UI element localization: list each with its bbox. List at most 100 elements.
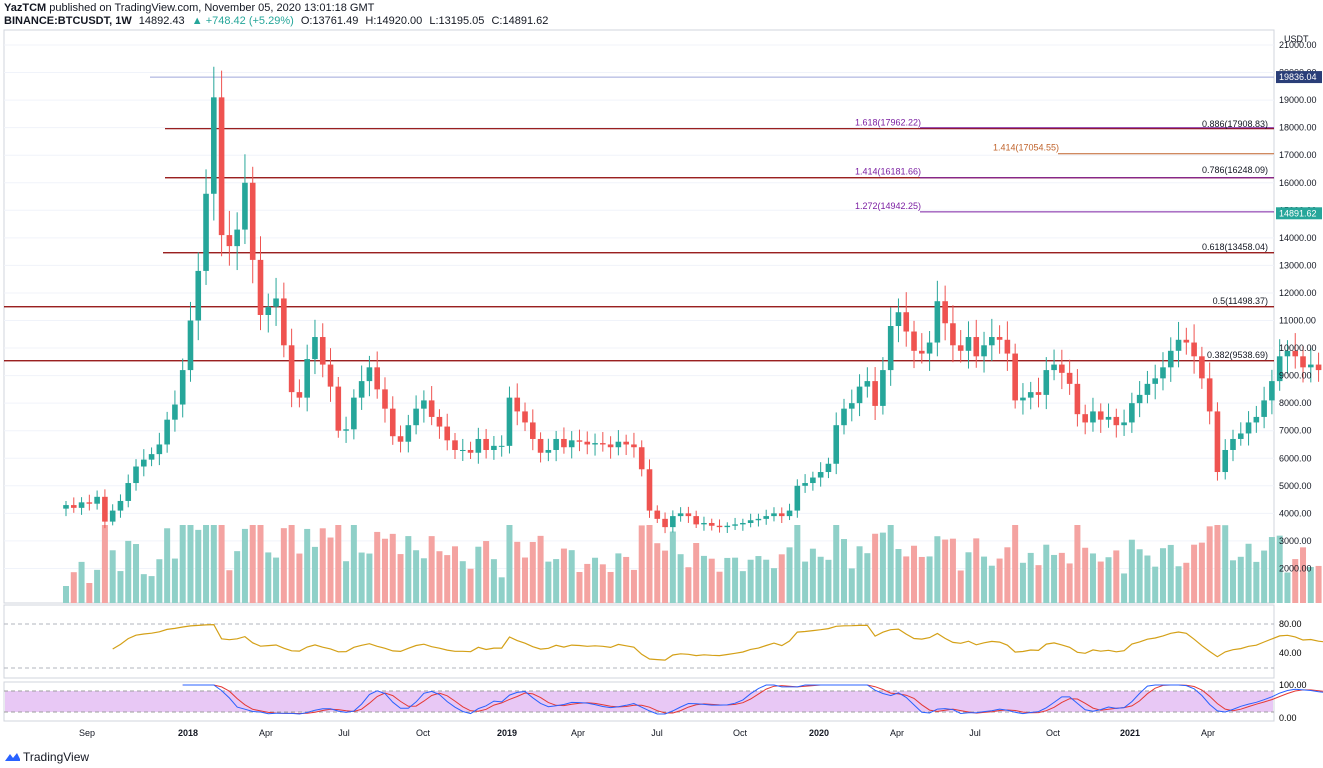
volume-bar bbox=[662, 550, 669, 603]
volume-bar bbox=[1214, 525, 1221, 603]
stoch-pane-frame bbox=[3, 681, 1275, 722]
volume-bar bbox=[895, 548, 902, 603]
y-tick-label: 17000.00 bbox=[1279, 150, 1317, 160]
volume-bar bbox=[1292, 559, 1299, 603]
volume-bar bbox=[529, 541, 536, 603]
candle bbox=[459, 449, 466, 451]
rsi-pane: 80.00 40.00 bbox=[4, 619, 1323, 669]
candle bbox=[848, 403, 855, 409]
y-tick-label: 13000.00 bbox=[1279, 260, 1317, 270]
low-value: L:13195.05 bbox=[429, 15, 485, 27]
volume-bar bbox=[343, 561, 350, 603]
volume-bar bbox=[273, 557, 280, 603]
volume-bar bbox=[1276, 535, 1283, 603]
volume-bar bbox=[599, 564, 606, 603]
y-tick-label: 11000.00 bbox=[1279, 316, 1316, 326]
price-axis: USDT21000.0020000.0019000.0018000.001700… bbox=[1276, 34, 1322, 573]
open-value: O:13761.49 bbox=[300, 15, 359, 27]
volume-bar bbox=[70, 572, 77, 603]
candle bbox=[1167, 350, 1174, 368]
volume-bar bbox=[747, 559, 754, 603]
volume-bar bbox=[86, 583, 93, 603]
candle bbox=[335, 386, 342, 431]
candle bbox=[708, 522, 715, 526]
volume-bar bbox=[848, 568, 855, 603]
candle bbox=[926, 342, 933, 354]
volume-bar bbox=[1136, 549, 1143, 603]
volume-bar bbox=[1027, 552, 1034, 603]
y-tick-label: 4000.00 bbox=[1279, 508, 1312, 518]
x-tick-label: Oct bbox=[416, 728, 431, 738]
volume-bar bbox=[560, 548, 567, 603]
candle bbox=[405, 425, 412, 442]
volume-bar bbox=[490, 559, 497, 603]
candle bbox=[242, 182, 248, 230]
candle bbox=[646, 469, 653, 511]
candle bbox=[133, 466, 139, 484]
candle bbox=[102, 496, 108, 522]
volume-bar bbox=[802, 561, 809, 603]
symbol-label[interactable]: BINANCE:BTCUSDT, 1W bbox=[4, 15, 132, 27]
volume-bar bbox=[942, 539, 949, 603]
volume-bar bbox=[319, 528, 326, 603]
candle bbox=[1129, 403, 1135, 423]
x-tick-label: Apr bbox=[1201, 728, 1215, 738]
candle bbox=[413, 408, 419, 426]
volume-bar bbox=[1167, 544, 1174, 603]
volume-bar bbox=[1066, 563, 1073, 603]
candle bbox=[1245, 422, 1252, 434]
y-tick-label: 5000.00 bbox=[1279, 481, 1312, 491]
candle bbox=[740, 522, 746, 525]
volume-bar bbox=[1315, 565, 1322, 603]
candle bbox=[973, 337, 980, 357]
volume-bar bbox=[872, 533, 879, 603]
candle bbox=[561, 438, 567, 448]
candle bbox=[397, 436, 404, 442]
candle bbox=[887, 326, 894, 371]
volume-bar bbox=[459, 561, 466, 603]
candle bbox=[685, 513, 692, 517]
volume-bar bbox=[1144, 555, 1151, 603]
volume-bar bbox=[389, 533, 396, 603]
volume-bar bbox=[498, 577, 505, 603]
candle bbox=[950, 323, 956, 346]
candle bbox=[607, 444, 614, 448]
volume-bar bbox=[856, 546, 863, 603]
candle bbox=[1105, 416, 1112, 420]
candle bbox=[249, 182, 256, 260]
y-tick-label: 3000.00 bbox=[1279, 536, 1312, 546]
volume-bar bbox=[1268, 537, 1275, 603]
volume-bar bbox=[685, 567, 692, 603]
volume-bar bbox=[1198, 542, 1205, 603]
candle bbox=[117, 500, 124, 511]
volume-bar bbox=[700, 555, 707, 603]
candle bbox=[164, 419, 170, 445]
candle bbox=[1074, 383, 1081, 415]
last-price-badge bbox=[1276, 207, 1322, 220]
candle bbox=[288, 345, 295, 393]
candle bbox=[265, 306, 272, 315]
candle bbox=[732, 524, 738, 526]
volume-bar bbox=[879, 532, 886, 603]
candle bbox=[996, 337, 1003, 340]
tradingview-brand: TradingView bbox=[23, 750, 90, 764]
close-value: C:14891.62 bbox=[491, 15, 549, 27]
volume-bar bbox=[366, 553, 373, 603]
volume-bar bbox=[420, 558, 427, 603]
x-tick-label: Jul bbox=[969, 728, 981, 738]
candle bbox=[755, 518, 762, 521]
tradingview-logo-icon bbox=[5, 753, 20, 761]
volume-bar bbox=[615, 553, 622, 603]
volume-bar bbox=[887, 525, 894, 603]
stoch-tick-label: 0.00 bbox=[1279, 713, 1297, 723]
candle bbox=[94, 496, 100, 504]
candle bbox=[1020, 397, 1026, 401]
candle bbox=[1230, 438, 1236, 450]
candle bbox=[1222, 449, 1229, 473]
last-price: 14892.43 bbox=[138, 15, 185, 27]
candle bbox=[281, 298, 287, 346]
candle bbox=[1308, 364, 1314, 368]
candle bbox=[1214, 411, 1221, 473]
volume-bar bbox=[1261, 550, 1268, 603]
